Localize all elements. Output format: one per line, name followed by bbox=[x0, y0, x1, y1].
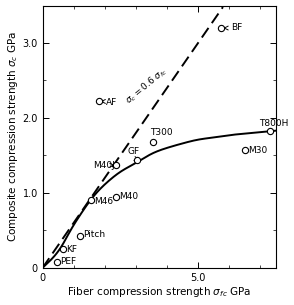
Text: GF: GF bbox=[127, 147, 139, 156]
Text: M40J: M40J bbox=[93, 161, 115, 170]
Text: BF: BF bbox=[231, 23, 242, 32]
Text: T800H: T800H bbox=[259, 119, 288, 128]
X-axis label: Fiber compression strength $\sigma_{fc}$ GPa: Fiber compression strength $\sigma_{fc}$… bbox=[67, 285, 251, 300]
Text: AF: AF bbox=[106, 99, 118, 107]
Text: Pitch: Pitch bbox=[83, 230, 105, 239]
Text: T300: T300 bbox=[150, 128, 173, 138]
Y-axis label: Composite compression strength $\sigma_c$ GPa: Composite compression strength $\sigma_c… bbox=[6, 31, 20, 242]
Text: M30: M30 bbox=[248, 146, 267, 155]
Text: $\sigma_c = 0.6\ \sigma_{fc}$: $\sigma_c = 0.6\ \sigma_{fc}$ bbox=[123, 64, 170, 107]
Text: PEF: PEF bbox=[60, 257, 76, 266]
Text: M40: M40 bbox=[119, 192, 138, 201]
Text: KF: KF bbox=[66, 245, 77, 253]
Text: M46: M46 bbox=[94, 197, 113, 206]
